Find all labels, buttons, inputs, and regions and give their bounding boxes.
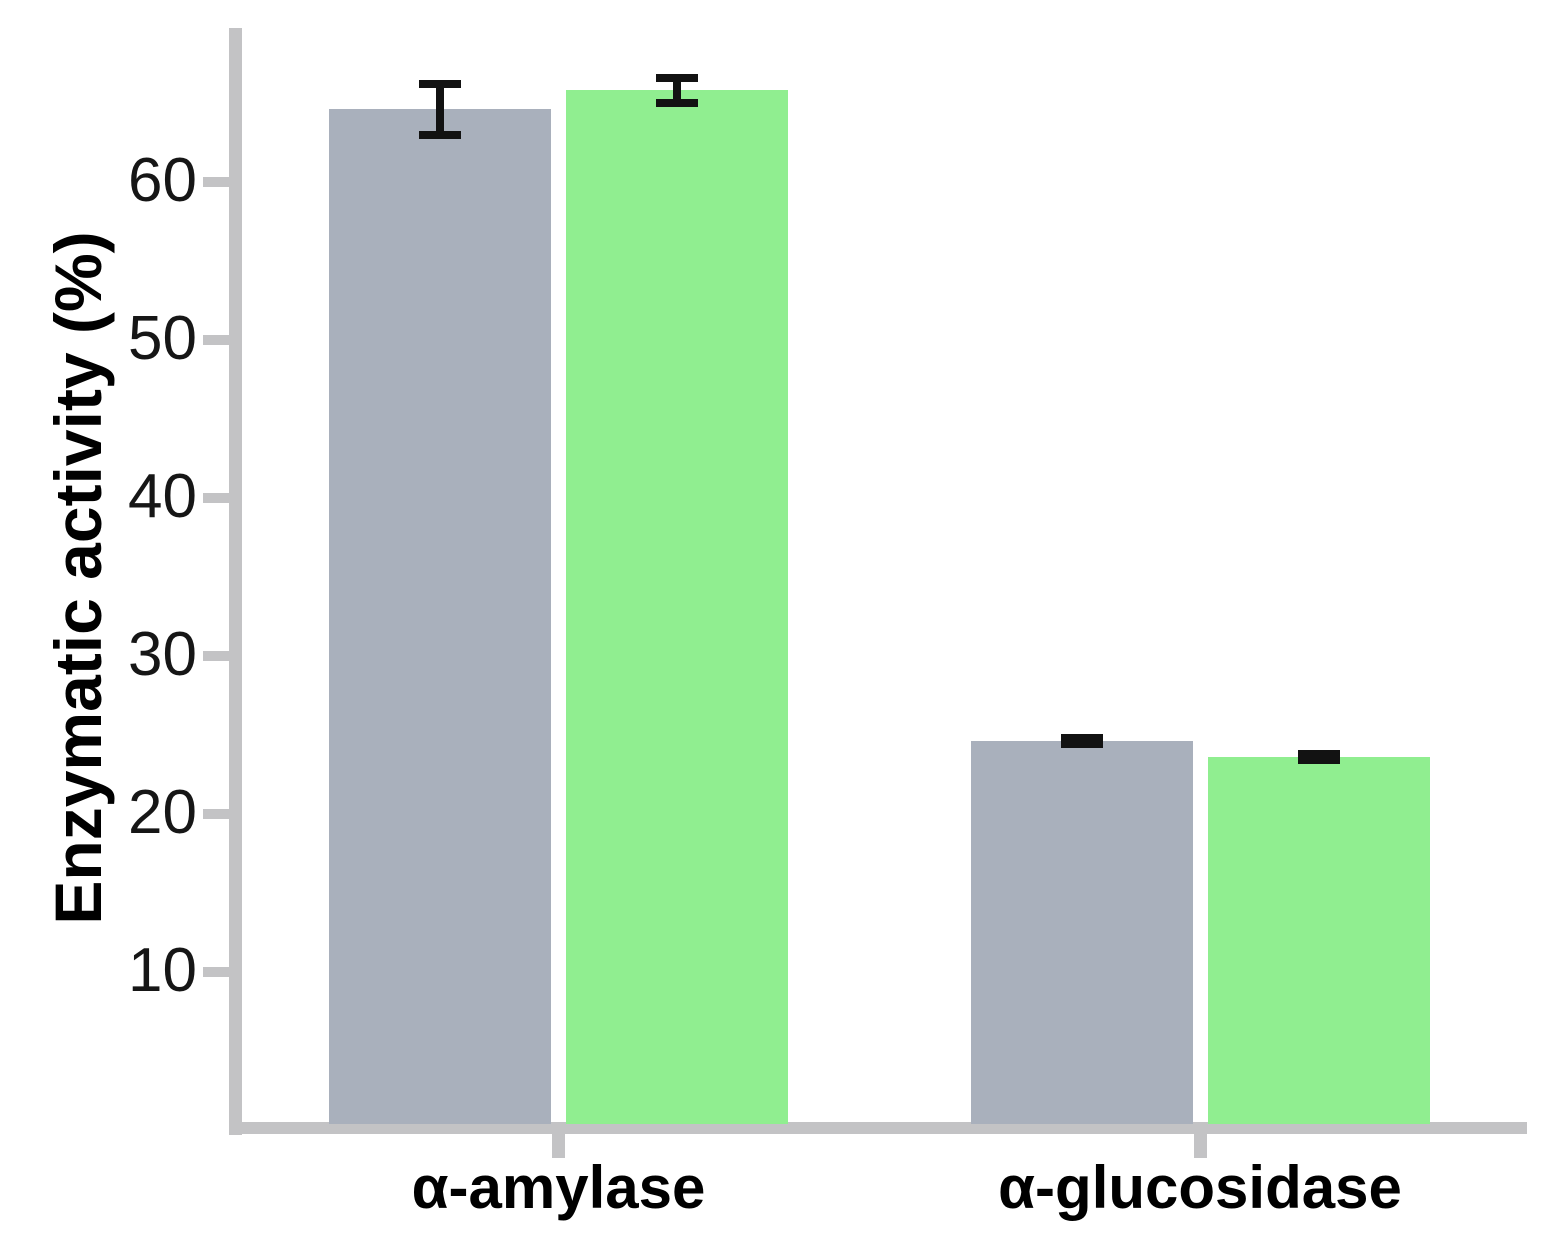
category-label: α-amylase [411, 1154, 706, 1221]
y-axis-tick [203, 493, 233, 503]
error-bar-cap-green-series-0 [656, 99, 698, 107]
x-axis-line [229, 1122, 1527, 1134]
category-label: α-glucosidase [998, 1154, 1402, 1221]
error-bar-cap-gray-series-1 [1060, 740, 1103, 749]
y-axis-tick [203, 809, 233, 819]
y-axis-tick-label: 60 [128, 145, 197, 215]
y-axis-tick-label: 10 [128, 935, 197, 1005]
error-bar-cap-gray-series-0 [419, 80, 461, 89]
error-bar-cap-gray-series-1 [1060, 734, 1103, 743]
error-bar-cap-green-series-0 [656, 73, 698, 82]
error-bar-cap-green-series-1 [1297, 756, 1340, 765]
bar-green-series-0 [566, 90, 788, 1124]
x-axis-tick [552, 1134, 565, 1158]
y-axis-tick [203, 651, 233, 661]
bar-gray-series-1 [970, 741, 1193, 1124]
error-bar-cap-green-series-1 [1297, 749, 1340, 758]
y-axis-tick-label: 30 [128, 619, 197, 689]
y-axis-tick-label: 50 [128, 303, 197, 373]
error-bar-gray-series-0 [436, 84, 444, 135]
bar-green-series-1 [1207, 757, 1430, 1124]
y-axis-tick-label: 20 [128, 777, 197, 847]
y-axis-line [229, 28, 242, 1135]
y-axis-tick [203, 177, 233, 187]
error-bar-green-series-0 [673, 77, 681, 103]
y-axis-tick-label: 40 [128, 461, 197, 531]
y-axis-tick [203, 335, 233, 345]
x-axis-tick [1193, 1134, 1207, 1158]
bar-gray-series-0 [329, 109, 551, 1124]
y-axis-tick [203, 967, 233, 977]
error-bar-cap-gray-series-0 [419, 130, 461, 139]
